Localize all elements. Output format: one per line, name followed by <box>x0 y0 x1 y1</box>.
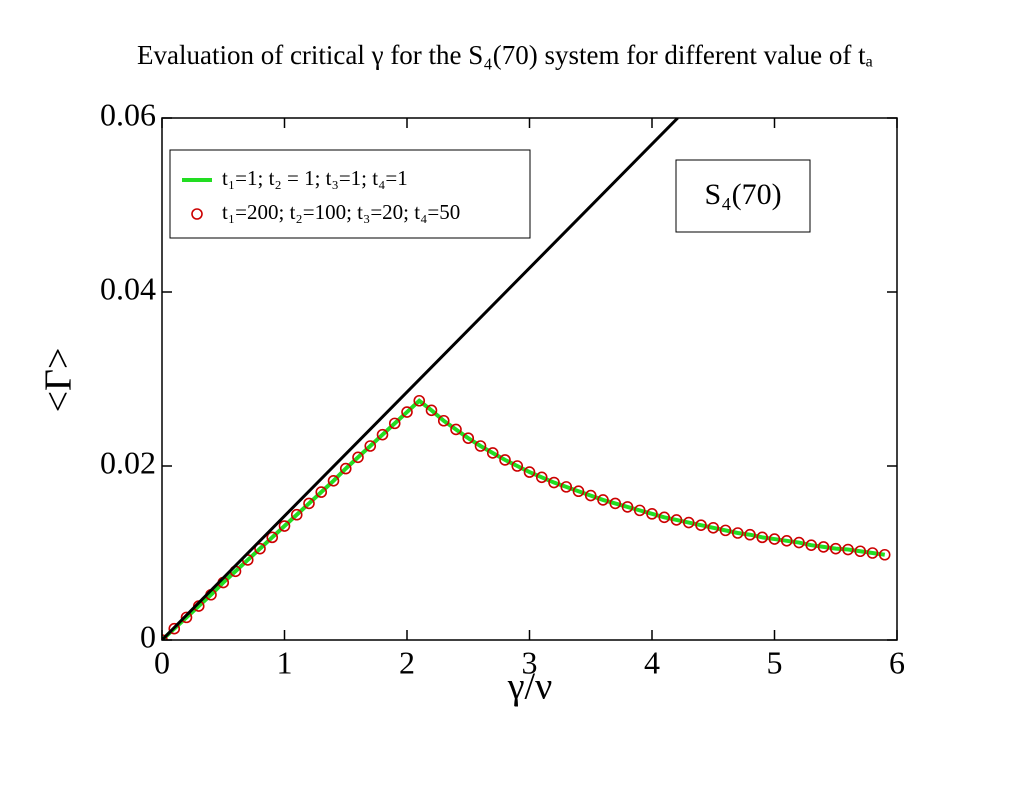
data-point <box>388 417 401 430</box>
annotation-box <box>675 159 811 233</box>
y-axis-label: <Γ> <box>38 348 80 413</box>
plot-frame <box>161 117 898 641</box>
x-axis-label: γ/ν <box>507 666 553 708</box>
y-tick-label: 0.04 <box>100 270 156 306</box>
data-point <box>842 543 854 556</box>
annotation: S₄(70) <box>704 178 781 211</box>
data-point <box>364 440 377 452</box>
data-point <box>817 541 830 553</box>
data-point <box>376 428 389 441</box>
data-point <box>278 520 291 532</box>
data-point <box>768 533 781 545</box>
chart-title: Evaluation of critical γ for the S₄(70) … <box>137 40 873 70</box>
data-point <box>511 460 524 472</box>
data-point <box>168 622 181 635</box>
x-tick-label: 5 <box>767 644 783 680</box>
data-point <box>339 462 352 475</box>
x-tick-label: 0 <box>154 644 170 680</box>
legend-label: t₁=1; t₂ = 1; t₃=1; t₄=1 <box>222 166 408 190</box>
data-point <box>633 504 646 517</box>
data-point <box>854 545 867 558</box>
legend-box <box>169 149 531 239</box>
data-point <box>437 414 450 427</box>
data-point <box>548 476 560 489</box>
legend: t₁=1; t₂ = 1; t₃=1; t₄=1 t₁=200; t₂=100; … <box>169 149 531 239</box>
data-point <box>682 516 695 529</box>
data-point <box>658 511 671 524</box>
legend-marker <box>191 208 203 220</box>
data-point <box>327 474 340 487</box>
y-tick-label: 0.06 <box>100 96 156 132</box>
data-point <box>707 521 720 534</box>
data-point <box>352 451 364 464</box>
data-point <box>780 535 793 547</box>
data-point <box>744 528 756 541</box>
data-point <box>584 489 597 502</box>
x-tick-label: 3 <box>522 644 538 680</box>
data-point <box>413 394 426 407</box>
data-point <box>756 531 769 544</box>
line-series <box>162 398 886 640</box>
data-point <box>609 497 622 510</box>
data-point <box>560 481 573 493</box>
data-point <box>670 514 683 526</box>
data-point <box>535 471 548 484</box>
data-point <box>303 497 315 510</box>
x-tick-label: 4 <box>644 644 660 680</box>
data-point <box>621 501 634 513</box>
data-point <box>829 542 842 555</box>
data-point <box>266 531 279 544</box>
data-point <box>731 527 744 539</box>
y-tick-label: 0 <box>140 618 156 654</box>
data-point <box>719 524 732 537</box>
data-point <box>401 406 413 418</box>
data-point <box>315 486 328 498</box>
data-point <box>290 508 303 521</box>
legend-label: t₁=200; t₂=100; t₃=20; t₄=50 <box>222 200 460 224</box>
data-point <box>572 485 585 498</box>
x-tick-label: 2 <box>399 644 415 680</box>
data-point <box>450 423 462 436</box>
data-point <box>695 519 707 531</box>
x-tick-label: 1 <box>277 644 293 680</box>
x-tick-label: 6 <box>889 644 905 680</box>
y-tick-label: 0.02 <box>100 444 156 480</box>
data-point <box>474 440 487 452</box>
data-point <box>866 547 879 559</box>
line-series <box>162 118 679 640</box>
data-point <box>878 548 891 561</box>
data-point <box>425 404 438 417</box>
data-point <box>793 536 805 549</box>
plot-area <box>162 118 891 640</box>
data-point <box>486 447 499 459</box>
data-point <box>597 494 609 506</box>
data-point <box>646 508 658 520</box>
data-point <box>254 542 266 555</box>
data-point <box>499 454 511 466</box>
data-point <box>805 539 818 551</box>
data-point <box>180 611 193 624</box>
data-point <box>462 432 475 444</box>
data-point <box>523 466 536 478</box>
